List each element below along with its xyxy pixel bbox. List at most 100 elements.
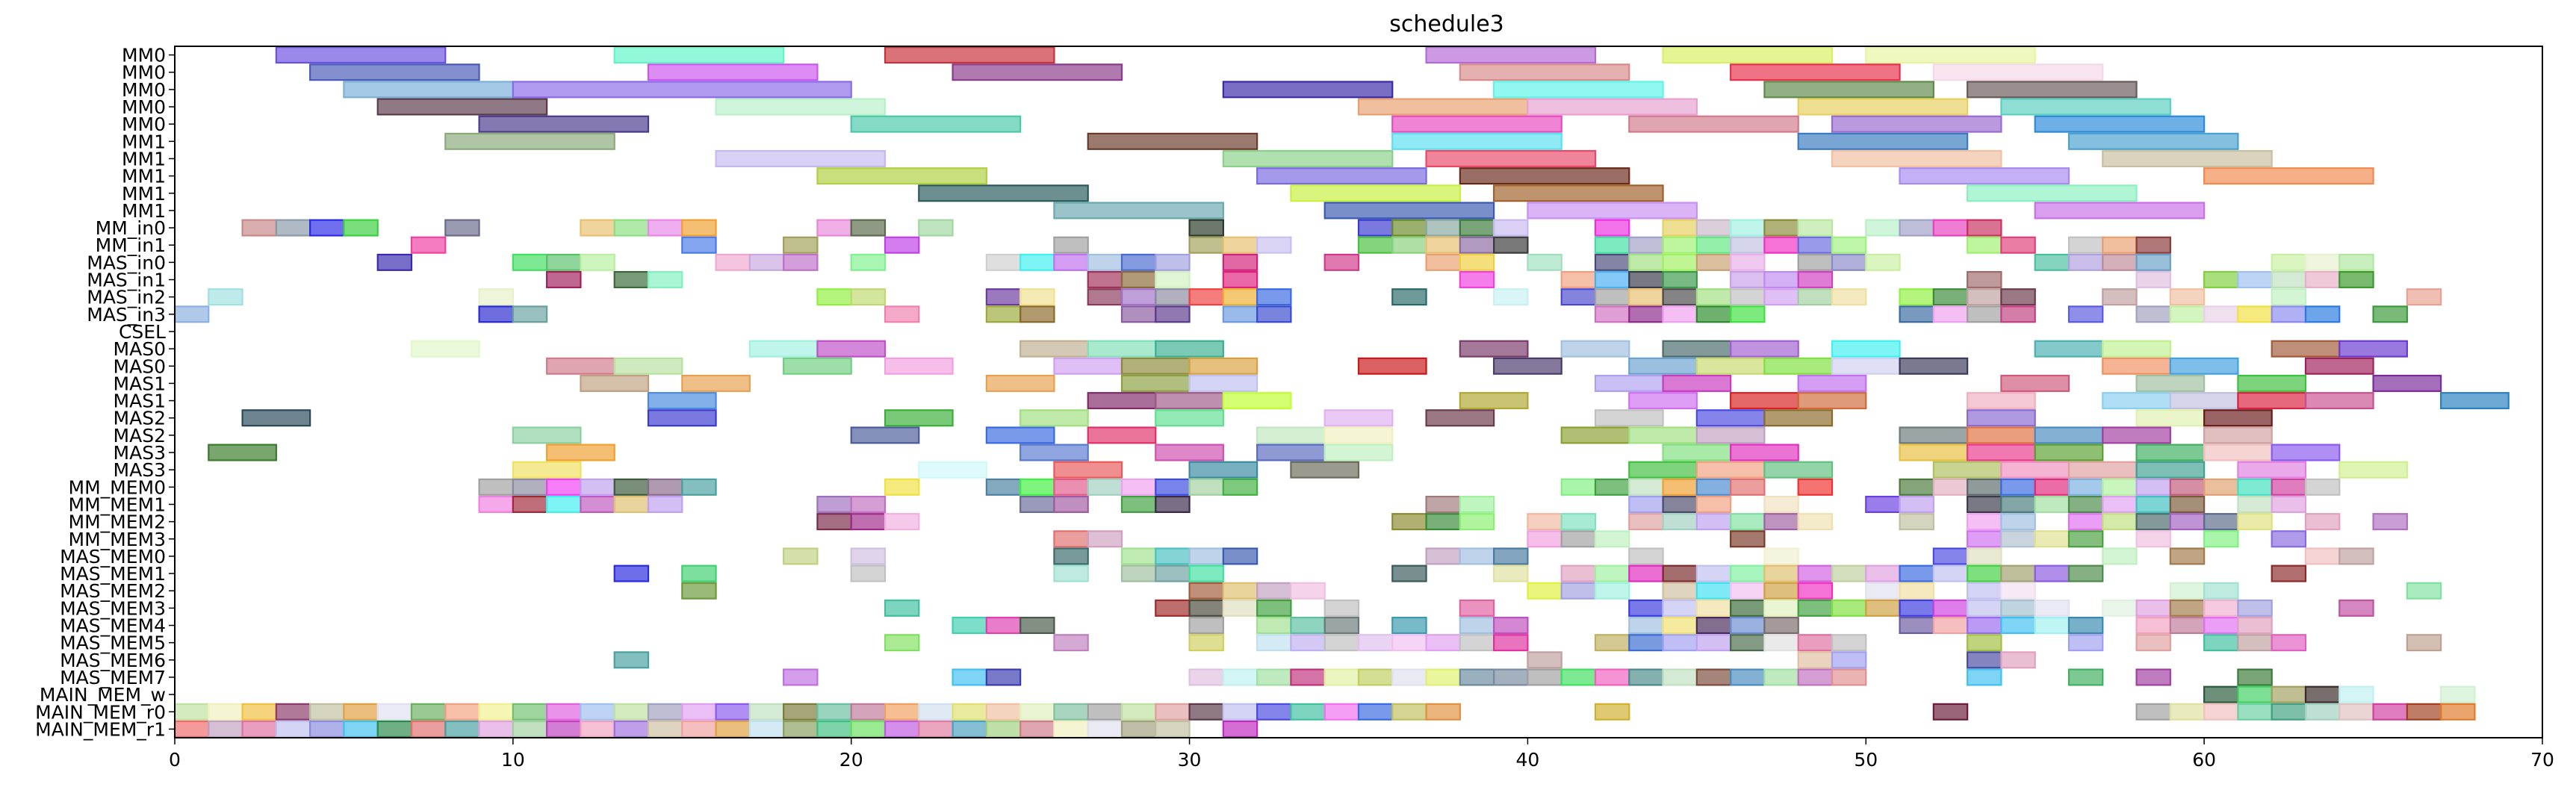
task-bar [884,46,1055,64]
task-bar [1019,409,1089,427]
task-bar [2135,599,2171,617]
task-bar [2271,530,2307,548]
task-bar [1967,305,2002,323]
task-bars [173,46,2510,738]
y-tick-label: MM1 [122,131,166,152]
task-bar [2067,634,2104,652]
task-bar [2135,634,2171,652]
task-bar [546,495,582,513]
task-bar [2169,288,2206,306]
task-bar [1155,271,1191,289]
task-bar [1425,409,1495,427]
x-tick-label: 50 [1854,749,1878,771]
task-bar [613,219,650,237]
task-bar [512,305,548,323]
task-bar [410,340,480,358]
task-bar [2237,374,2307,392]
task-bar [1323,253,1360,271]
task-bar [1730,288,1766,306]
y-tick-label: MM_MEM0 [69,476,166,498]
task-bar [1831,634,1867,652]
task-bar [2135,617,2171,635]
task-bar [1425,149,1597,167]
task-bar [1459,513,1495,531]
task-bar [1967,599,2002,617]
task-bar [1425,253,1461,271]
task-bar [2067,617,2104,635]
task-bar [1459,634,1495,652]
task-bar [1899,478,1934,496]
task-bar [1459,495,1495,513]
task-bar [512,495,548,513]
task-bar [343,81,514,99]
task-bar [1053,357,1123,375]
task-bar [1323,617,1360,635]
task-bar [1560,513,1597,531]
task-bar [1865,253,1901,271]
y-tick-label: MAS_MEM1 [60,563,166,585]
task-bar [343,720,379,738]
task-bar [376,703,413,721]
task-bar [1662,668,1698,686]
task-bar [410,236,447,254]
task-bar [2338,340,2408,358]
task-bar [2000,530,2036,548]
task-bar [2237,634,2273,652]
task-bar [850,547,887,565]
task-bar [1087,530,1123,548]
task-bar [1155,703,1191,721]
task-bar [1188,634,1224,652]
task-bar [1763,547,1799,565]
task-bar [241,409,311,427]
task-bar [2102,495,2138,513]
task-bar [2271,685,2307,703]
chart-title: schedule3 [1389,11,1504,37]
task-bar [681,703,717,721]
task-bar [2067,495,2104,513]
task-bar [952,720,987,738]
task-bar [613,46,785,64]
task-bar [1662,271,1698,289]
task-bar [681,219,717,237]
task-bar [850,564,887,582]
task-bar [647,271,683,289]
task-bar [2237,513,2273,531]
task-bar [2271,305,2307,323]
y-tick-label: MM0 [122,113,166,135]
y-tick-label: MAS3 [114,459,166,481]
task-bar [2102,478,2138,496]
task-bar [444,132,615,150]
task-bar [884,236,920,254]
task-bar [1695,357,1766,375]
task-bar [1628,513,1664,531]
task-bar [816,513,852,531]
task-bar [783,253,819,271]
y-tick-label: MM_in1 [96,234,166,256]
task-bar [1695,236,1732,254]
task-bar [1120,703,1157,721]
task-bar [208,720,243,738]
task-bar [1527,668,1562,686]
task-bar [580,374,650,392]
task-bar [2338,461,2408,479]
task-bar [2135,409,2206,427]
task-bar [1527,651,1562,669]
task-bar [1087,288,1123,306]
task-bar [1290,703,1326,721]
task-bar [580,219,615,237]
task-bar [1797,392,1867,410]
task-bar [681,564,717,582]
task-bar [1594,478,1630,496]
task-bar [1256,426,1326,444]
task-bar [1695,253,1732,271]
y-tick-label: MAS_in2 [87,287,166,308]
task-bar [816,703,852,721]
task-bar [275,703,311,721]
task-bar [2271,634,2307,652]
task-bar [1188,236,1224,254]
task-bar [2271,253,2307,271]
y-tick-label: MM0 [122,96,166,118]
task-bar [2203,685,2239,703]
task-bar [1831,668,1867,686]
task-bar [1831,236,1867,254]
